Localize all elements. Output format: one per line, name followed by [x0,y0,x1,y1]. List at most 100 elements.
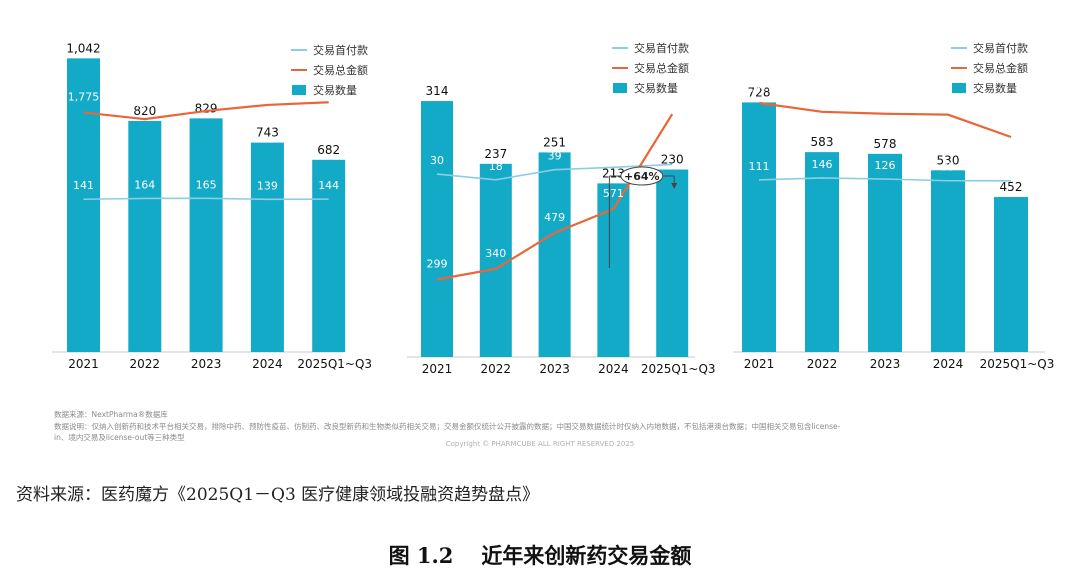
total-amount-line [83,101,329,121]
bar-2024 [250,142,284,352]
payment-value-label: 94 [1004,161,1018,174]
bar-value-label: 314 [426,84,449,98]
data-explain-note-2: in、境内交易及license-out等三种类型 [54,433,185,442]
total-value-label: 1,476 [743,81,775,94]
total-value-label: 1,910 [313,80,345,93]
chart-area: 1,042 820 829 743 682 141 164 165 139 144 1,775 1,6… [52,41,1055,376]
copyright-note: Copyright © PHARMCUBE ALL RIGHT RESERVED… [445,440,635,448]
total-value-label: 340 [485,247,506,260]
bar-value-label: 728 [748,85,771,99]
bar-2021 [421,101,453,358]
total-value-label: 1,775 [68,90,100,103]
payment-value-label: 164 [134,178,155,191]
bar-value-label: 251 [543,135,566,149]
x-tick-label: 2024 [598,362,629,376]
source-citation: 资料来源：医药魔方《2025Q1－Q3 医疗健康领域投融资趋势盘点》 [16,485,540,505]
bar-value-label: 1,042 [66,41,100,55]
bar-value-label: 230 [661,153,684,167]
bar-2025Q1~Q3 [994,197,1028,352]
bar-value-label: 743 [256,126,279,140]
legend-swatch [952,83,966,93]
bar-2022 [128,120,162,352]
x-tick-label: 2023 [870,357,901,371]
growth-annotation: +64% [624,170,660,183]
payment-value-label: 44 [606,147,620,160]
x-tick-label: 2025Q1~Q3 [641,362,716,376]
payment-value-label: 111 [749,160,770,173]
legend-swatch [613,83,627,93]
total-value-label: 571 [603,187,624,200]
total-value-label: 299 [427,257,448,270]
payment-line [83,197,329,201]
x-tick-label: 2025Q1~Q3 [980,357,1055,371]
legend-label: 交易首付款 [313,43,368,57]
x-tick-label: 2024 [252,357,283,371]
bar-value-label: 829 [195,101,218,115]
bar-value-label: 820 [133,104,156,118]
legend-swatch [292,85,306,95]
legend-label: 交易数量 [973,81,1017,95]
total-value-label: 1,686 [129,97,161,110]
bar-2022 [805,152,839,352]
bar-value-label: 237 [484,147,507,161]
bar-2025Q1~Q3 [656,169,689,357]
bar-value-label: 213 [602,166,625,180]
x-tick-label: 2023 [539,362,570,376]
legend-label: 交易总金额 [973,61,1028,75]
total-value-label: 1,316 [869,92,901,105]
bar-2025Q1~Q3 [312,159,346,352]
total-value-label: 1,795 [190,89,222,102]
legend-label: 交易总金额 [313,63,368,77]
payment-value-label: 146 [812,158,833,171]
bar-value-label: 578 [874,137,897,151]
bar-2024 [931,170,965,352]
total-value-label: 1,874 [252,83,284,96]
x-tick-label: 2021 [68,357,99,371]
payment-value-label: 126 [875,159,896,172]
bar-value-label: 583 [811,135,834,149]
figure-caption: 图 1.2 近年来创新药交易金额 [0,540,1080,570]
payment-value-label: 39 [548,150,562,163]
total-value-label: 973 [1001,115,1022,128]
data-explain-note-1: 数据说明：仅纳入创新药和技术平台相关交易，排除中药、预防性疫苗、仿制药、改良型新… [54,422,841,431]
bar-value-label: 682 [317,143,340,157]
payment-value-label: 30 [430,154,444,167]
payment-value-label: 50 [665,144,679,157]
x-tick-label: 2024 [933,357,964,371]
x-tick-label: 2021 [422,362,453,376]
bar-2023 [868,153,902,352]
total-value-label: 1,345 [806,90,838,103]
bar-value-label: 452 [1000,180,1023,194]
legend-label: 交易总金额 [634,61,689,75]
bar-2023 [538,152,571,357]
annotation-bubble [620,166,664,186]
legend-label: 交易数量 [313,83,357,97]
x-tick-label: 2021 [744,357,775,371]
payment-value-label: 141 [73,179,94,192]
x-tick-label: 2022 [130,357,161,371]
legend-label: 交易数量 [634,81,678,95]
bar-2021 [67,58,100,352]
figure-title: 近年来创新药交易金额 [481,543,692,568]
legend-label: 交易首付款 [973,41,1028,55]
payment-value-label: 165 [196,178,217,191]
payment-line [758,177,1012,182]
bar-value-label: 530 [937,153,960,167]
total-value-label: 1,303 [932,93,964,106]
annotation-arrow-icon [671,183,678,189]
x-tick-label: 2025Q1~Q3 [297,357,372,371]
payment-value-label: 144 [318,179,339,192]
bar-2023 [189,118,223,352]
payment-value-label: 18 [489,160,503,173]
total-amount-line [758,101,1012,139]
x-tick-label: 2022 [481,362,512,376]
x-tick-label: 2022 [807,357,838,371]
payment-value-label: 95 [941,161,955,174]
total-value-label: 479 [544,211,565,224]
x-tick-label: 2023 [191,357,222,371]
legend-label: 交易首付款 [634,41,689,55]
bar-2021 [742,102,776,353]
figure-number: 图 1.2 [388,543,454,568]
total-value-label: 937 [662,92,683,105]
payment-value-label: 139 [257,179,278,192]
